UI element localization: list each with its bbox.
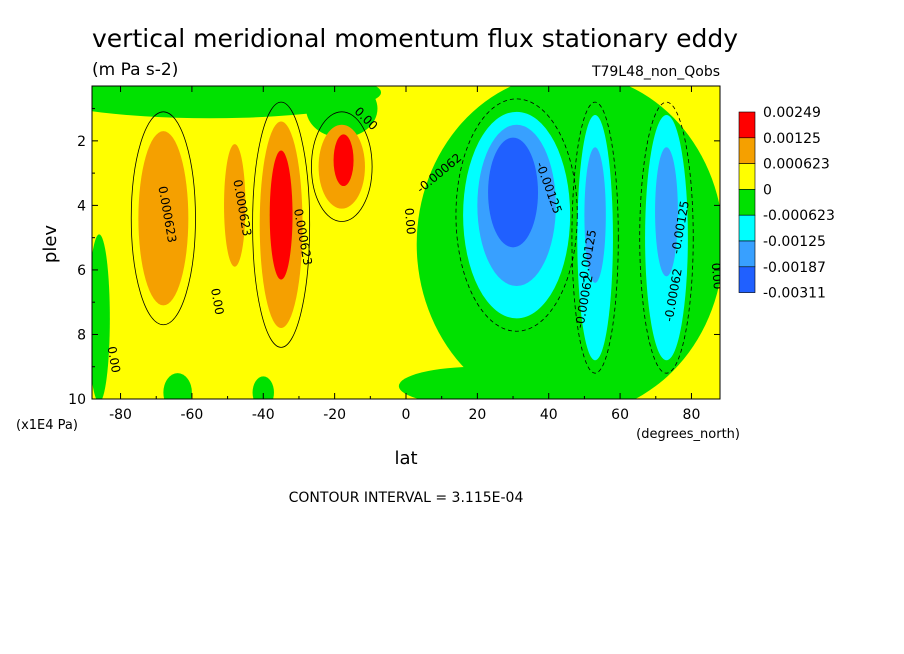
field-blue-73n <box>655 147 678 277</box>
contour-label: 0.00 <box>402 207 418 235</box>
x-tick-label: 40 <box>540 407 558 423</box>
legend-swatch <box>738 266 756 293</box>
chart-title: vertical meridional momentum flux statio… <box>92 24 738 53</box>
field-red-35s <box>269 150 293 280</box>
x-tick-label: 20 <box>468 407 486 423</box>
legend-level-label: 0.00125 <box>763 131 821 147</box>
legend-level-label: 0.00249 <box>763 105 821 121</box>
field-orange-50s <box>224 144 246 267</box>
contour-line-2 <box>311 111 373 222</box>
field-red-18s <box>333 134 354 187</box>
x-tick-label: 60 <box>611 407 629 423</box>
contour-label: 0.00 <box>105 345 123 374</box>
x-tick-label: -80 <box>109 407 132 423</box>
y-axis: 2 4 6 8 10 <box>68 108 720 408</box>
legend-level-label: -0.000623 <box>763 208 835 224</box>
legend-swatch <box>738 240 756 268</box>
color-legend: 0.00249 0.00125 0.000623 0 -0.000623 -0.00125… <box>738 105 835 302</box>
legend-swatch <box>738 111 756 139</box>
legend-level-label: -0.00311 <box>763 286 826 302</box>
contour-line-1 <box>252 101 311 348</box>
contour-line-5 <box>639 101 694 374</box>
x-tick-label: 80 <box>683 407 701 423</box>
field-deepblue-30n <box>488 137 539 248</box>
y-tick-label: 10 <box>68 392 86 408</box>
heatmap-field <box>92 86 720 399</box>
y-tick-label: 2 <box>77 134 86 150</box>
legend-swatch <box>738 163 756 190</box>
legend-swatch <box>738 137 756 164</box>
y-axis-label: plev <box>40 225 61 264</box>
x-axis-units: (degrees_north) <box>636 427 740 442</box>
y-tick-label: 8 <box>77 327 86 343</box>
field-green-edge-s <box>92 234 110 399</box>
legend-level-label: -0.00125 <box>763 234 826 250</box>
field-green-bottom-s1 <box>163 373 192 399</box>
contour-line-4 <box>571 101 619 374</box>
legend-level-label: 0 <box>763 182 772 198</box>
x-axis-label: lat <box>394 448 417 469</box>
y-axis-units: (x1E4 Pa) <box>16 418 78 433</box>
contour-interval: CONTOUR INTERVAL = 3.115E-04 <box>289 490 524 506</box>
x-tick-label: -60 <box>180 407 203 423</box>
y-tick-label: 6 <box>77 263 86 279</box>
x-axis: -80 -60 -40 -20 0 20 40 60 80 <box>109 86 700 423</box>
field-orange-70s <box>138 131 189 306</box>
chart-units: (m Pa s-2) <box>92 60 178 80</box>
x-tick-label: 0 <box>402 407 411 423</box>
legend-level-label: 0.000623 <box>763 157 830 173</box>
y-tick-label: 4 <box>77 198 86 214</box>
run-label: T79L48_non_Qobs <box>591 64 720 80</box>
field-green-north-bottom <box>398 366 556 399</box>
field-blue-53n <box>584 147 606 283</box>
contour-label: 0.00 <box>709 262 725 290</box>
x-tick-label: -40 <box>252 407 275 423</box>
legend-swatch <box>738 189 756 216</box>
legend-swatch <box>738 214 756 242</box>
contour-line-0 <box>130 111 196 326</box>
contour-label: 0.00 <box>208 287 226 316</box>
field-green-bottom-s2 <box>252 376 274 399</box>
contour-line-3 <box>455 98 578 332</box>
x-tick-label: -20 <box>323 407 346 423</box>
legend-level-label: -0.00187 <box>763 260 826 276</box>
